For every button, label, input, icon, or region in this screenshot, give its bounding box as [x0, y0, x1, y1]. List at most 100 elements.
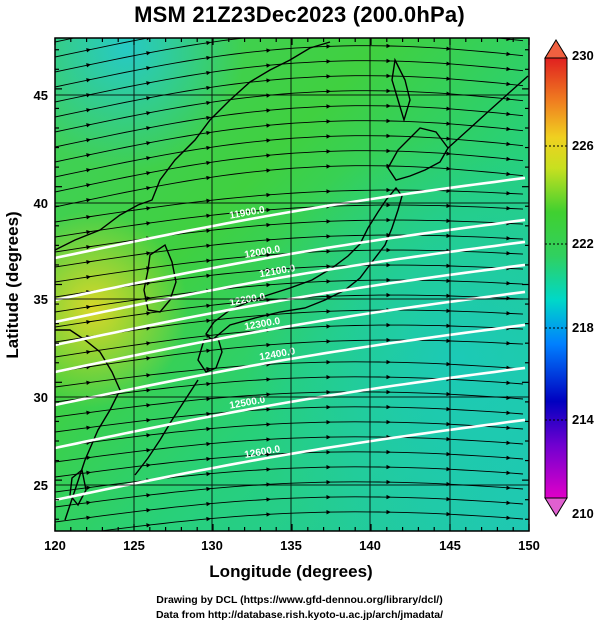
wind-arrow — [86, 305, 91, 310]
wind-arrow — [146, 186, 151, 191]
wind-arrow — [446, 76, 451, 81]
wind-arrow — [326, 294, 331, 299]
wind-arrow — [206, 85, 211, 91]
wind-arrow — [266, 497, 271, 502]
wind-arrow — [206, 348, 211, 353]
wind-arrow — [326, 339, 331, 344]
wind-arrow — [506, 111, 511, 117]
wind-arrow — [86, 198, 91, 203]
x-tick-label: 135 — [280, 538, 302, 553]
wind-arrow — [386, 0, 391, 3]
x-tick-label: 130 — [201, 538, 223, 553]
wind-arrow — [206, 366, 211, 372]
wind-arrow — [326, 119, 331, 124]
colorbar-bottom-triangle — [544, 497, 568, 517]
wind-arrow — [446, 233, 451, 239]
wind-arrow — [266, 123, 271, 128]
wind-arrow — [506, 51, 511, 57]
streamline — [55, 189, 524, 223]
height-contour — [55, 176, 526, 260]
wind-arrow — [206, 516, 211, 522]
y-tick-labels: 25 30 35 40 45 — [34, 88, 48, 493]
wind-arrow — [266, 207, 271, 213]
wind-arrow — [506, 38, 511, 42]
wind-arrow — [386, 163, 391, 169]
wind-arrow — [506, 425, 511, 430]
wind-arrow — [506, 455, 511, 460]
wind-arrow — [326, 279, 331, 284]
colorbar-body — [544, 57, 568, 499]
wind-arrow — [206, 145, 211, 151]
wind-arrow — [386, 247, 391, 253]
wind-arrow — [266, 392, 271, 397]
streamline — [55, 421, 524, 448]
wind-arrow — [86, 320, 91, 325]
wind-arrow — [266, 407, 271, 412]
wind-arrow — [86, 260, 91, 265]
streamline — [55, 279, 524, 313]
wind-arrow — [326, 374, 331, 380]
y-tick-label: 45 — [34, 88, 48, 103]
wind-arrow — [326, 509, 331, 515]
wind-arrow — [326, 464, 331, 470]
wind-arrow — [86, 350, 91, 355]
wind-arrow — [86, 500, 91, 505]
streamline — [55, 38, 76, 43]
wind-arrow — [326, 164, 331, 169]
wind-arrow — [86, 33, 91, 37]
wind-arrow — [206, 396, 211, 402]
wind-arrow — [506, 156, 511, 162]
wind-arrow — [326, 449, 331, 455]
wind-arrow — [86, 215, 91, 220]
wind-arrow — [86, 455, 91, 460]
wind-arrow — [326, 89, 331, 94]
x-tick-labels: 120 125 130 135 140 145 150 — [44, 538, 540, 553]
wind-arrow — [146, 21, 151, 25]
wind-arrow — [446, 466, 451, 472]
wind-arrow — [446, 136, 451, 141]
wind-arrow — [326, 189, 331, 194]
x-axis-title: Longitude (degrees) — [209, 562, 372, 581]
wind-arrow — [146, 508, 151, 513]
streamline — [55, 219, 524, 253]
wind-arrow — [506, 515, 511, 520]
wind-arrow — [446, 263, 451, 269]
wind-arrow — [266, 222, 271, 228]
wind-arrow — [446, 46, 451, 51]
wind-arrow — [206, 100, 211, 106]
wind-arrow — [266, 18, 271, 22]
wind-arrow — [266, 267, 271, 273]
wind-arrow — [266, 437, 271, 442]
wind-arrow — [206, 160, 211, 166]
wind-arrow — [506, 410, 511, 415]
wind-arrow — [86, 168, 91, 173]
coastline-sakhalin — [391, 57, 411, 123]
wind-arrow — [146, 251, 151, 256]
wind-arrow — [446, 203, 451, 209]
wind-arrow — [386, 43, 391, 49]
wind-arrow — [446, 218, 451, 224]
wind-arrow — [146, 206, 151, 211]
wind-arrow — [146, 448, 151, 453]
wind-arrow — [326, 479, 331, 485]
wind-arrow — [146, 403, 151, 408]
streamline — [55, 324, 524, 358]
wind-arrow — [326, 309, 331, 314]
coastline-taiwan — [69, 468, 87, 507]
wind-arrow — [446, 421, 451, 427]
wind-arrow — [506, 96, 511, 102]
wind-arrow — [506, 500, 511, 505]
wind-arrow — [506, 311, 511, 316]
wind-arrow — [446, 188, 451, 194]
colorbar: 230 226 222 218 214 210 — [544, 39, 594, 521]
wind-arrow — [326, 14, 331, 18]
wind-arrow — [506, 281, 511, 286]
wind-arrow — [446, 406, 451, 412]
wind-arrow — [386, 479, 391, 485]
colorbar-tick-label: 210 — [572, 506, 594, 521]
wind-arrow — [506, 206, 511, 211]
wind-arrow — [446, 451, 451, 457]
wind-arrow — [386, 262, 391, 268]
wind-arrow — [326, 219, 331, 224]
wind-arrow — [146, 266, 151, 271]
